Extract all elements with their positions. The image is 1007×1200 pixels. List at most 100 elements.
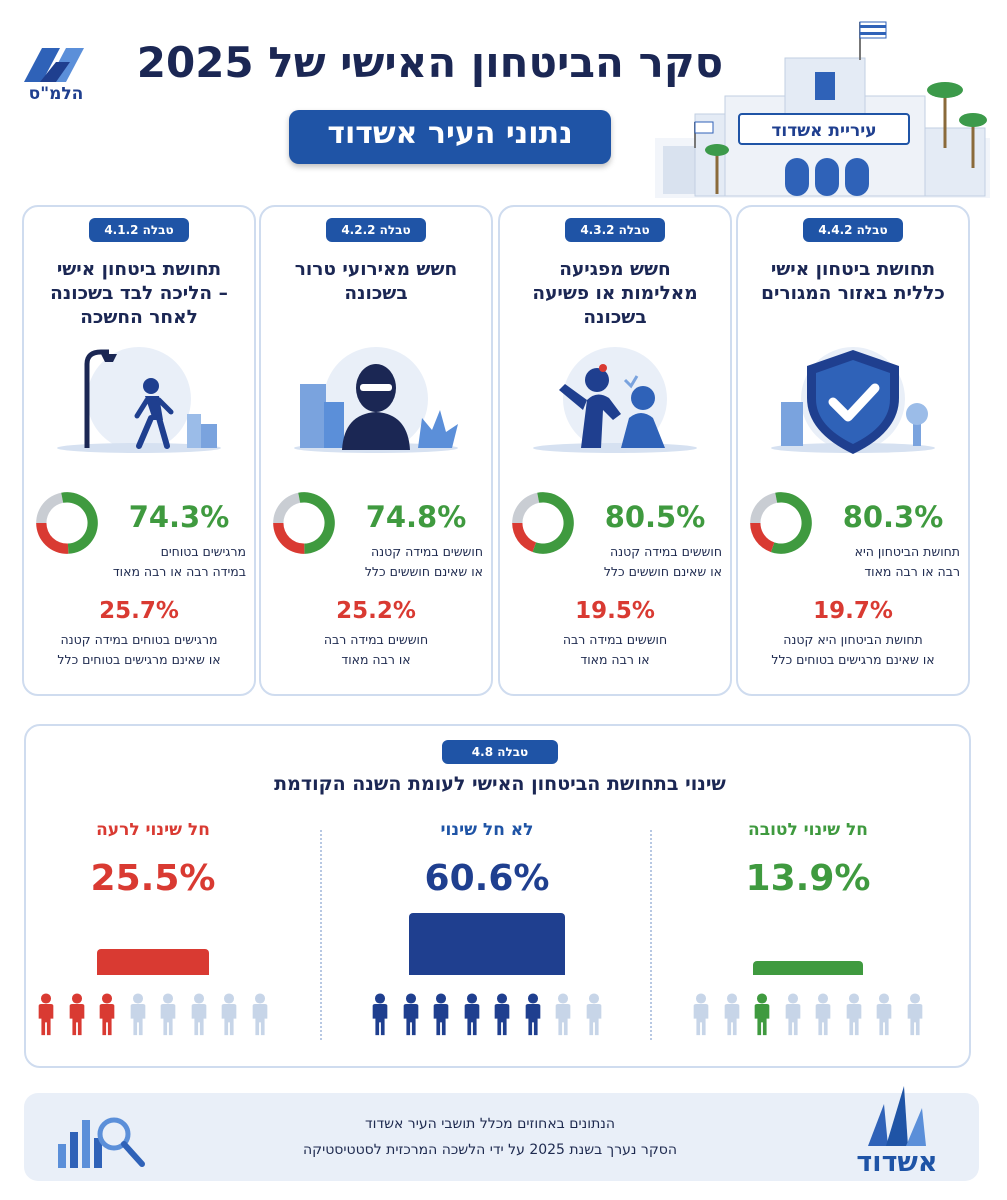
person-icon bbox=[221, 993, 237, 1036]
card-title-line: מאלימות או פשיעה bbox=[532, 283, 698, 304]
terror-icon bbox=[294, 347, 458, 453]
statistics-search-icon bbox=[58, 1117, 145, 1168]
donut-slice-positive-light bbox=[36, 492, 64, 523]
change-percentage: 13.9% bbox=[745, 858, 871, 899]
city-badge-label: נתוני העיר אשדוד bbox=[327, 116, 573, 151]
change-bar bbox=[409, 913, 565, 975]
donut-slice-negative bbox=[512, 523, 537, 553]
column-divider bbox=[650, 830, 652, 1040]
donut-chart bbox=[273, 492, 335, 554]
donut-slice-positive bbox=[298, 492, 335, 554]
donut-slice-negative bbox=[36, 523, 69, 554]
secondary-percentage: 19.7% bbox=[813, 598, 893, 624]
secondary-percentage: 25.7% bbox=[99, 598, 179, 624]
secondary-description-line: חוששים במידה רבה bbox=[562, 632, 668, 647]
person-icon bbox=[693, 993, 709, 1036]
change-panel bbox=[24, 724, 971, 1068]
card-title-line: לאחר החשכה bbox=[80, 307, 198, 328]
city-badge bbox=[289, 110, 611, 164]
cbs-logo-text: הלמ"ס bbox=[28, 84, 84, 104]
secondary-description-line: או רבה מאוד bbox=[341, 652, 411, 667]
footer bbox=[24, 1093, 979, 1181]
secondary-description-line: או רבה מאוד bbox=[580, 652, 650, 667]
secondary-description-line: תחושת הביטחון היא קטנה bbox=[783, 632, 923, 647]
card-title-line: כללית באזור המגורים bbox=[761, 283, 945, 304]
card-tag: טבלה 4.4.2 bbox=[803, 218, 903, 242]
walking-at-night-icon bbox=[57, 347, 221, 453]
person-icon bbox=[191, 993, 206, 1036]
person-icon bbox=[494, 993, 510, 1036]
person-icon bbox=[403, 993, 418, 1036]
card-title-line: חשש מאירועי טרור bbox=[294, 259, 458, 280]
card-title-line: תחושת ביטחון אישי bbox=[56, 259, 222, 280]
shield-check-icon bbox=[771, 347, 935, 454]
person-icon bbox=[160, 993, 176, 1036]
person-icon bbox=[815, 993, 831, 1036]
donut-slice-positive bbox=[61, 492, 98, 554]
change-bar bbox=[97, 949, 209, 975]
main-description-line: או שאינם חוששים כלל bbox=[603, 564, 722, 579]
ashdod-logo-icon bbox=[868, 1086, 926, 1146]
city-hall-building-icon: עיריית אשדוד bbox=[655, 21, 990, 198]
main-description-line: במידה רבה או רבה מאוד bbox=[112, 564, 246, 579]
change-percentage: 60.6% bbox=[424, 858, 550, 899]
person-icon bbox=[724, 993, 739, 1036]
building-sign: עיריית אשדוד bbox=[771, 121, 876, 141]
change-panel-tag: טבלה 4.8 bbox=[442, 740, 558, 764]
card-tag: טבלה 4.1.2 bbox=[89, 218, 189, 242]
secondary-description-line: או שאינם מרגישים בטוחים כלל bbox=[57, 652, 221, 667]
secondary-percentage: 25.2% bbox=[336, 598, 416, 624]
card-title-line: תחושת ביטחון אישי bbox=[770, 259, 936, 280]
change-category-label: לא חל שינוי bbox=[440, 820, 534, 840]
card-tag: טבלה 4.2.2 bbox=[326, 218, 426, 242]
secondary-description-line: או שאינם מרגישים בטוחים כלל bbox=[771, 652, 935, 667]
main-description-line: או שאינם חוששים כלל bbox=[364, 564, 483, 579]
main-description-line: חוששים במידה קטנה bbox=[371, 544, 483, 559]
stat-card bbox=[498, 205, 732, 696]
main-percentage: 80.3% bbox=[842, 500, 944, 534]
footer-line-1: הנתונים באחוזים מכלל תושבי העיר אשדוד bbox=[364, 1116, 616, 1132]
cbs-logo-icon bbox=[24, 48, 84, 82]
card-tag: טבלה 4.3.2 bbox=[565, 218, 665, 242]
card-title-line: בשכונה bbox=[583, 307, 647, 328]
person-icon bbox=[754, 993, 770, 1036]
card-title-line: בשכונה bbox=[344, 283, 408, 304]
person-icon bbox=[99, 993, 115, 1036]
person-icon bbox=[555, 993, 571, 1036]
main-percentage: 74.8% bbox=[365, 500, 467, 534]
donut-slice-positive-light bbox=[273, 492, 301, 523]
main-percentage: 74.3% bbox=[128, 500, 230, 534]
change-bar bbox=[753, 961, 863, 975]
donut-chart bbox=[36, 492, 98, 554]
person-icon bbox=[846, 993, 861, 1036]
page-title: סקר הביטחון האישי של 2025 bbox=[136, 38, 724, 87]
donut-slice-positive-light bbox=[750, 492, 778, 523]
secondary-description-line: חוששים במידה רבה bbox=[323, 632, 429, 647]
person-icon bbox=[525, 993, 540, 1036]
person-icon bbox=[69, 993, 84, 1036]
donut-slice-positive bbox=[770, 492, 812, 554]
donut-chart bbox=[750, 492, 812, 554]
donut-slice-positive bbox=[532, 492, 574, 554]
main-description-line: רבה או רבה מאוד bbox=[864, 564, 960, 579]
change-category-label: חל שינוי לטובה bbox=[748, 820, 868, 840]
main-description-line: מרגישים בטוחים bbox=[160, 544, 246, 559]
person-icon bbox=[372, 993, 388, 1036]
card-title-line: – הליכה לבד בשכונה bbox=[50, 283, 228, 304]
person-icon bbox=[433, 993, 449, 1036]
person-icon bbox=[876, 993, 892, 1036]
main-description-line: תחושת הביטחון היא bbox=[854, 544, 960, 559]
main-description-line: חוששים במידה קטנה bbox=[610, 544, 722, 559]
column-divider bbox=[320, 830, 322, 1040]
change-panel-title: שינוי בתחושת הביטחון האישי לעומת השנה הק… bbox=[274, 773, 726, 795]
donut-chart bbox=[512, 492, 574, 554]
donut-slice-negative bbox=[750, 523, 775, 553]
card-title-line: חשש מפגיעה bbox=[559, 259, 671, 280]
donut-slice-negative bbox=[273, 523, 305, 554]
person-icon bbox=[130, 993, 145, 1036]
person-icon bbox=[38, 993, 54, 1036]
person-icon bbox=[464, 993, 479, 1036]
donut-slice-positive-light bbox=[512, 492, 540, 523]
violence-icon bbox=[533, 347, 697, 453]
person-icon bbox=[785, 993, 800, 1036]
